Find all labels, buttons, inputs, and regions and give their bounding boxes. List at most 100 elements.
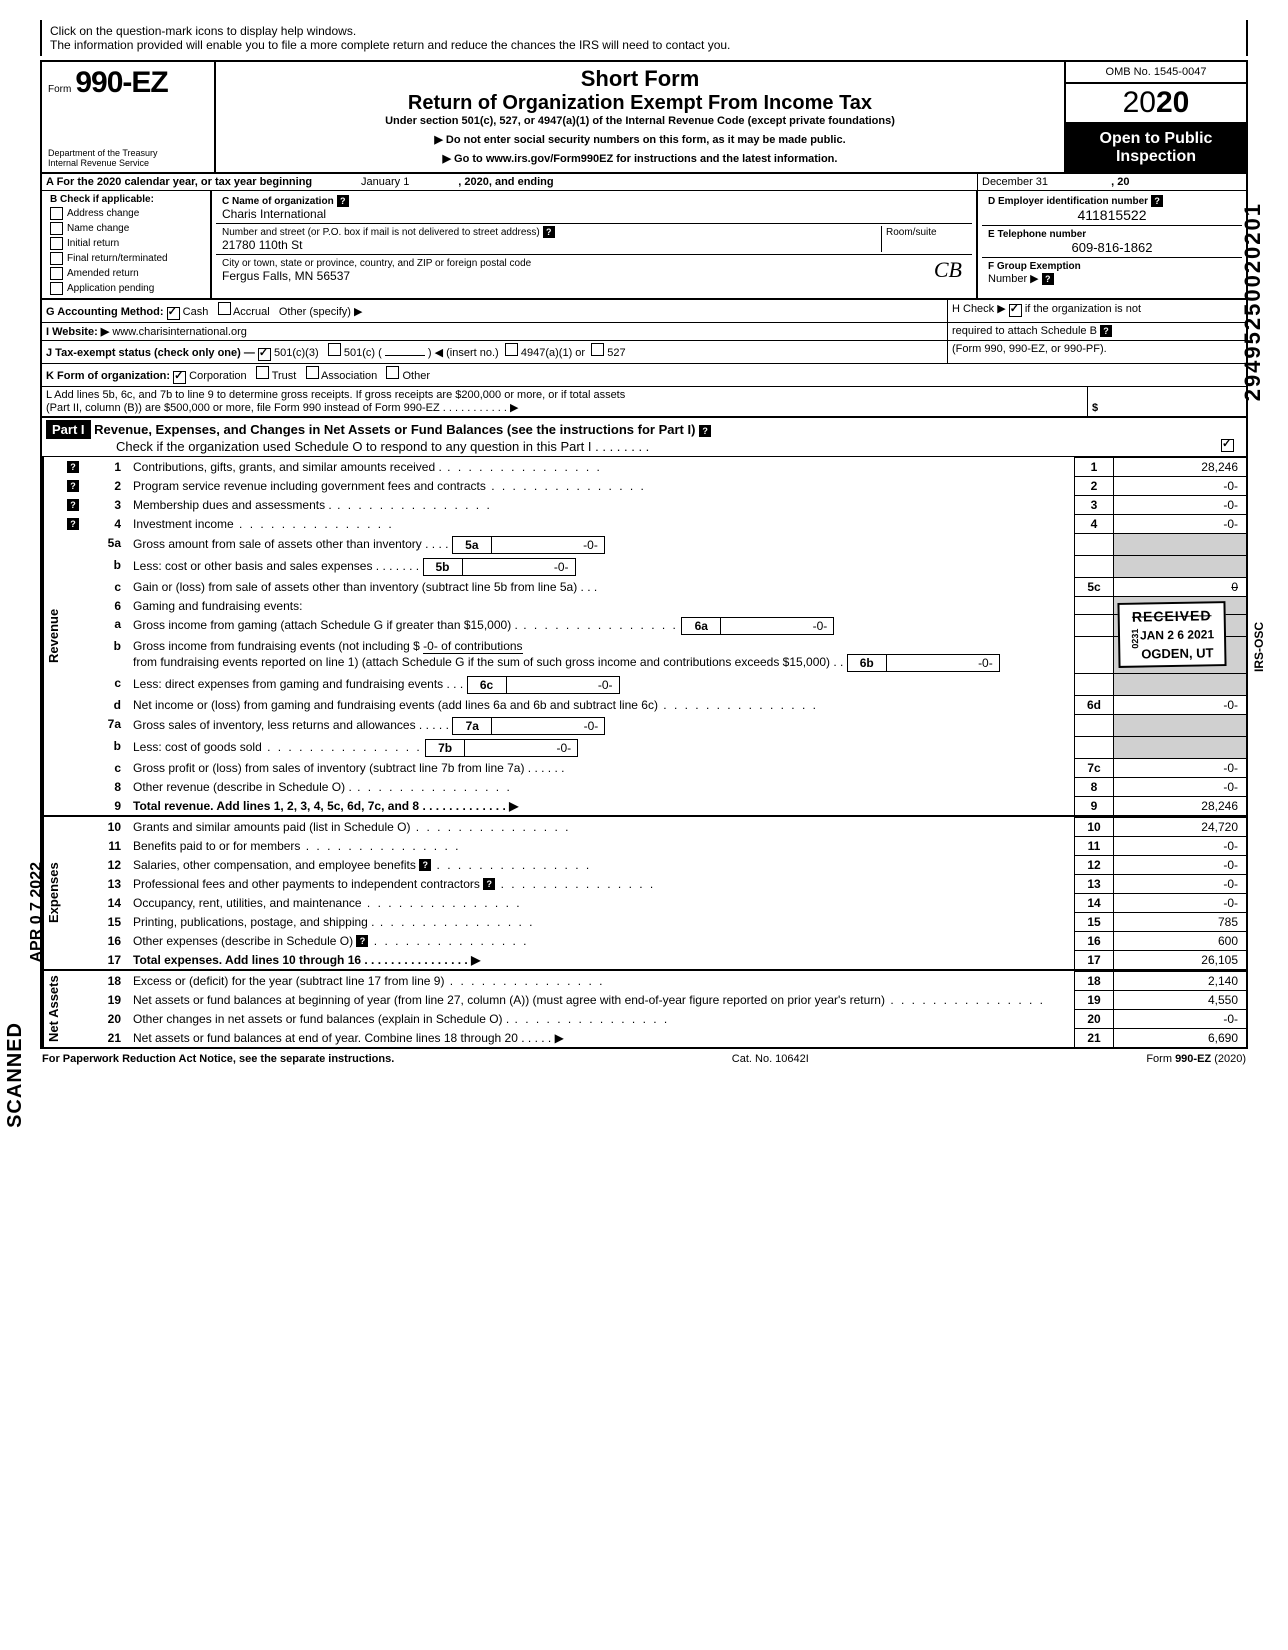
- help-icon[interactable]: ?: [67, 518, 79, 530]
- help-icon[interactable]: ?: [1042, 273, 1054, 285]
- cb-cash[interactable]: [167, 307, 180, 320]
- box-num: 1: [1075, 458, 1114, 477]
- 501c-label: 501(c) (: [344, 347, 382, 359]
- line-desc: Salaries, other compensation, and employ…: [133, 858, 416, 872]
- help-icon[interactable]: ?: [67, 499, 79, 511]
- line-num: 4: [89, 515, 129, 534]
- phone-value: 609-816-1862: [988, 240, 1236, 255]
- help-icon[interactable]: ?: [337, 195, 349, 207]
- accrual-label: Accrual: [233, 306, 270, 318]
- expenses-table: 10Grants and similar amounts paid (list …: [63, 817, 1246, 969]
- shaded-cell: [1075, 737, 1114, 759]
- shaded-cell: [1075, 615, 1114, 637]
- cb-schedule-b[interactable]: [1009, 304, 1022, 317]
- cb-accrual[interactable]: [218, 302, 231, 315]
- h-not-required: if the organization is not: [1025, 303, 1141, 315]
- subtitle: Under section 501(c), 527, or 4947(a)(1)…: [224, 115, 1056, 127]
- sub-amount: -0-: [507, 676, 620, 694]
- cb-other-org[interactable]: [386, 366, 399, 379]
- box-num: 17: [1075, 951, 1114, 970]
- form-label: Form: [48, 84, 71, 95]
- box-num: 12: [1075, 856, 1114, 875]
- box-num: 2: [1075, 477, 1114, 496]
- help-icon[interactable]: ?: [543, 226, 555, 238]
- group-exempt-label: F Group Exemption: [988, 261, 1081, 272]
- line-desc: Other expenses (describe in Schedule O): [133, 934, 353, 948]
- help-icon[interactable]: ?: [699, 425, 711, 437]
- other-org-label: Other: [402, 370, 430, 382]
- line-desc: Grants and similar amounts paid (list in…: [133, 820, 410, 834]
- cb-app-pending[interactable]: [50, 282, 63, 295]
- cb-527[interactable]: [591, 343, 604, 356]
- cb-association[interactable]: [306, 366, 319, 379]
- cb-addr-label: Address change: [67, 208, 139, 219]
- trust-label: Trust: [272, 370, 297, 382]
- open-label: Open to Public: [1068, 130, 1244, 148]
- inspection-label: Inspection: [1068, 148, 1244, 166]
- cb-501c[interactable]: [328, 343, 341, 356]
- line-desc: Other revenue (describe in Schedule O) .: [133, 780, 352, 794]
- tax-year: 2020: [1066, 84, 1246, 124]
- part-1-label: Part I: [46, 420, 91, 439]
- amount: -0-: [1114, 778, 1247, 797]
- help-icon[interactable]: ?: [419, 859, 431, 871]
- cb-schedule-o[interactable]: [1221, 439, 1234, 452]
- period-begin: January 1: [315, 176, 455, 188]
- open-to-public: Open to Public Inspection: [1066, 124, 1246, 172]
- website-label: I Website: ▶: [46, 326, 109, 338]
- 527-label: 527: [607, 347, 625, 359]
- line-desc: Total revenue. Add lines 1, 2, 3, 4, 5c,…: [133, 799, 518, 813]
- sub-amount: -0-: [465, 739, 578, 757]
- box-num: 14: [1075, 894, 1114, 913]
- line-desc: Less: cost of goods sold: [133, 740, 262, 754]
- sub-box: 5b: [423, 558, 463, 576]
- form-header: Form 990-EZ Department of the Treasury I…: [42, 62, 1246, 174]
- box-num: 13: [1075, 875, 1114, 894]
- sub-box: 7b: [425, 739, 465, 757]
- top-instruction: Click on the question-mark icons to disp…: [40, 20, 1248, 56]
- help-icon[interactable]: ?: [67, 480, 79, 492]
- row-j-tax-status: J Tax-exempt status (check only one) — 5…: [42, 341, 1246, 364]
- cb-corporation[interactable]: [173, 371, 186, 384]
- cb-initial-return[interactable]: [50, 237, 63, 250]
- cb-final-return[interactable]: [50, 252, 63, 265]
- cb-501c3[interactable]: [258, 348, 271, 361]
- part-1-header: Part I Revenue, Expenses, and Changes in…: [42, 418, 1246, 457]
- help-icon[interactable]: ?: [1151, 195, 1163, 207]
- help-icon[interactable]: ?: [1100, 325, 1112, 337]
- line-desc: Gain or (loss) from sale of assets other…: [129, 578, 1075, 597]
- identity-block: B Check if applicable: Address change Na…: [42, 191, 1246, 300]
- period-mid: , 2020, and ending: [458, 176, 553, 188]
- amount: 28,246: [1114, 458, 1247, 477]
- line-desc: Professional fees and other payments to …: [133, 877, 480, 891]
- line-desc: Net assets or fund balances at end of ye…: [133, 1031, 564, 1045]
- help-icon[interactable]: ?: [483, 878, 495, 890]
- 501c3-label: 501(c)(3): [274, 347, 319, 359]
- line-num: 15: [89, 913, 129, 932]
- group-number-label: Number ▶: [988, 273, 1039, 285]
- irs-osc-label: IRS-OSC: [1252, 622, 1266, 672]
- cb-name-change[interactable]: [50, 222, 63, 235]
- row-a-period: A For the 2020 calendar year, or tax yea…: [42, 174, 1246, 191]
- line-num: 7a: [89, 715, 129, 737]
- cb-4947[interactable]: [505, 343, 518, 356]
- line-num: 8: [89, 778, 129, 797]
- cb-address-change[interactable]: [50, 207, 63, 220]
- line-num: 14: [89, 894, 129, 913]
- line-num: 2: [89, 477, 129, 496]
- sub-amount: -0-: [721, 617, 834, 635]
- line-num: 12: [89, 856, 129, 875]
- l-text-2: (Part II, column (B)) are $500,000 or mo…: [46, 402, 518, 414]
- cb-trust[interactable]: [256, 366, 269, 379]
- line-num: 18: [89, 972, 129, 991]
- cb-amended[interactable]: [50, 267, 63, 280]
- row-i-website: I Website: ▶ www.charisinternational.org…: [42, 323, 1246, 341]
- form-990ez: SCANNED APR 0 7 2022 29495250020201 IRS-…: [40, 60, 1248, 1049]
- cb-initial-label: Initial return: [67, 238, 119, 249]
- amount: 28,246: [1114, 797, 1247, 816]
- org-info: C Name of organization ? Charis Internat…: [212, 191, 976, 298]
- box-num: 3: [1075, 496, 1114, 515]
- help-icon[interactable]: ?: [67, 461, 79, 473]
- help-icon[interactable]: ?: [356, 935, 368, 947]
- shaded-cell: [1075, 674, 1114, 696]
